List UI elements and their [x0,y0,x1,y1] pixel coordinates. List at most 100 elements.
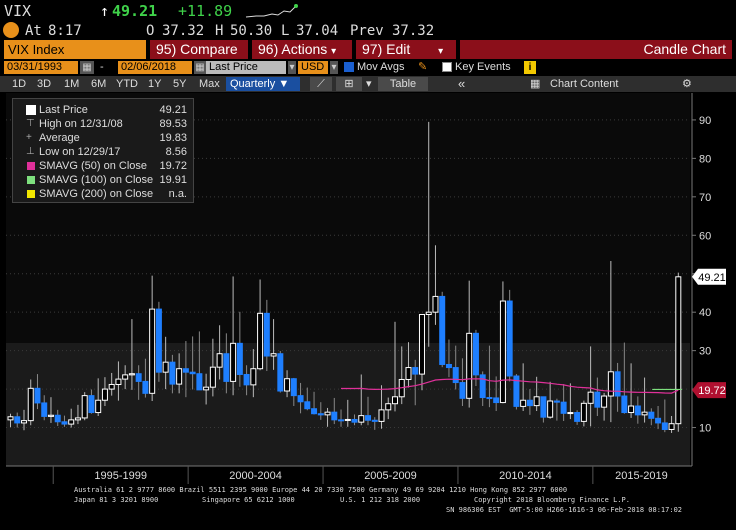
candle-body [547,400,554,418]
candle-body [526,399,533,407]
at-label: At [25,23,42,39]
currency-select[interactable]: USD [298,61,328,74]
candle-body [203,386,210,391]
candle [182,341,189,398]
legend-value: 19.91 [159,174,187,186]
candle [385,397,392,420]
candle [668,416,675,433]
gear-icon[interactable]: ⚙ [682,78,692,90]
candle [459,358,466,407]
alert-icon[interactable] [3,22,19,38]
legend-value: 19.72 [159,160,187,172]
line-chart-icon[interactable]: ⟋ [310,77,332,91]
field-select[interactable]: Last Price [206,61,286,74]
candle [47,397,54,423]
candle [230,276,237,396]
candle [223,333,230,394]
chart-content-icon[interactable]: ▦ [530,78,541,90]
candle [641,377,648,423]
candle-body [277,353,284,392]
candle-body [540,396,547,418]
range-1m[interactable]: 1M [64,78,80,90]
candle [189,336,196,390]
frequency-select[interactable]: Quarterly ▼ [226,77,300,91]
legend-value: 19.83 [159,132,187,144]
candle-body [553,400,560,403]
range-ytd[interactable]: YTD [116,78,138,90]
dropdown-icon[interactable]: ▾ [366,78,372,90]
range-max[interactable]: Max [199,78,220,90]
key-events-checkbox-icon[interactable] [442,62,452,72]
candle [445,339,452,378]
legend-label: SMAVG (50) on Close [39,160,148,172]
candle-body [223,353,230,382]
candle [297,382,304,414]
y-tick-label: 90 [699,115,711,127]
candle [594,377,601,417]
high-marker-icon: ⊤ [26,118,35,129]
calendar-icon[interactable]: ▦ [194,61,206,74]
candle [520,363,527,412]
chart-content-button[interactable]: Chart Content [550,78,619,90]
table-button[interactable]: Table [378,77,428,91]
date-separator: - [100,61,104,73]
candle [155,301,162,382]
mov-avgs-checkbox-icon[interactable] [344,62,354,72]
range-1y[interactable]: 1Y [148,78,162,90]
sma-tag-label: 19.72 [698,385,726,397]
candle [257,279,264,371]
footer-contacts: Australia 61 2 9777 8600 Brazil 5511 239… [74,486,568,494]
candle [162,336,169,390]
candle [135,365,142,400]
prev-label: Prev [350,23,384,39]
calendar-icon[interactable]: ▦ [80,61,94,74]
candle-body [661,422,668,430]
candle-body [155,308,162,373]
actions-button[interactable]: 96) Actions ▾ [252,40,352,59]
candle [304,387,311,411]
candle-body [371,419,378,422]
candle-body [169,361,176,385]
collapse-icon[interactable]: « [458,76,466,91]
candle [41,395,48,421]
low-marker-icon: ⊥ [26,146,35,157]
candle-body [27,387,34,422]
start-date-input[interactable]: 03/31/1993 [4,61,78,74]
edit-button[interactable]: 97) Edit ▾ [356,40,456,59]
candle [452,345,459,390]
compare-button[interactable]: 95) Compare [150,40,248,59]
legend-last-price: Last Price 49.21 [13,103,193,117]
candle [34,374,41,410]
info-icon[interactable]: i [524,61,536,74]
candle-body [108,383,115,390]
candle-body [499,300,506,404]
candle-body [209,366,216,388]
candle-body [520,399,527,407]
chevron-down-icon: ▾ [438,46,444,57]
candle [149,275,156,402]
edit-label: 97) Edit [362,41,411,57]
pencil-icon[interactable]: ✎ [418,61,428,73]
legend-value: 8.56 [165,146,187,158]
range-3d[interactable]: 3D [37,78,52,90]
y-tick-label: 40 [699,307,711,319]
candle-body [648,411,655,419]
candle-body [439,295,446,365]
candle-body [412,367,419,375]
range-5y[interactable]: 5Y [173,78,187,90]
chart-type-button[interactable]: Candle Chart [460,40,732,59]
candle-body [365,415,372,421]
candle-chart-icon[interactable]: ⊞ [336,77,362,91]
candle-body [311,408,318,415]
end-date-input[interactable]: 02/06/2018 [118,61,192,74]
dropdown-icon[interactable]: ▾ [288,61,296,74]
candle-body [270,353,277,357]
candle-body [344,418,351,421]
candle [425,121,432,347]
range-6m[interactable]: 6M [91,78,107,90]
security-field[interactable]: VIX Index [4,40,146,59]
candle [418,313,425,391]
dropdown-icon[interactable]: ▾ [330,61,338,74]
range-1d[interactable]: 1D [12,78,27,90]
legend-sma50: SMAVG (50) on Close 19.72 [13,159,193,173]
